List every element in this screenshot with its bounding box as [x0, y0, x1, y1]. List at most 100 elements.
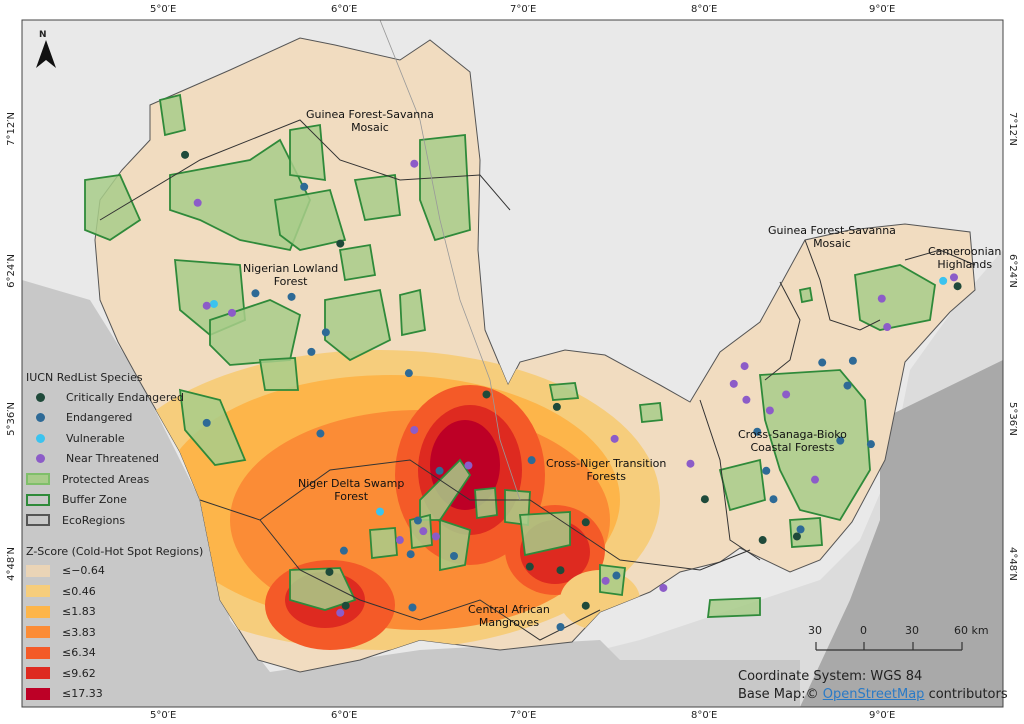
species-point-critically-endangered[interactable]: [700, 495, 709, 504]
zscore-swatch-icon: [26, 646, 50, 659]
species-point-critically-endangered[interactable]: [525, 562, 534, 571]
species-point-near-threatened[interactable]: [765, 406, 774, 415]
legend-label: ≤9.62: [62, 666, 96, 680]
species-point-near-threatened[interactable]: [949, 273, 958, 282]
legend-item-zscore: ≤0.46: [26, 581, 203, 602]
species-point-near-threatened[interactable]: [883, 323, 892, 332]
species-point-endangered[interactable]: [527, 456, 536, 465]
legend-label: Endangered: [66, 411, 133, 425]
species-point-near-threatened[interactable]: [610, 434, 619, 443]
species-point-critically-endangered[interactable]: [181, 150, 190, 159]
species-point-critically-endangered[interactable]: [758, 536, 767, 545]
species-point-endangered[interactable]: [406, 550, 415, 559]
legend-label: Near Threatened: [66, 452, 160, 466]
species-point-near-threatened[interactable]: [431, 532, 440, 541]
species-point-near-threatened[interactable]: [877, 294, 886, 303]
north-arrow: [36, 40, 56, 68]
scalebar-tick-label: 30: [808, 624, 822, 637]
legend-item-zscore: ≤1.83: [26, 602, 203, 623]
species-point-endangered[interactable]: [612, 571, 621, 580]
openstreetmap-link[interactable]: OpenStreetMap: [822, 687, 925, 702]
zscore-swatch-icon: [26, 564, 50, 577]
species-point-critically-endangered[interactable]: [325, 567, 334, 576]
species-point-critically-endangered[interactable]: [953, 282, 962, 291]
legend-item-zscore: ≤6.34: [26, 643, 203, 664]
legend-item-species: Critically Endangered: [26, 387, 203, 408]
species-point-critically-endangered[interactable]: [792, 532, 801, 541]
species-point-near-threatened[interactable]: [601, 576, 610, 585]
species-point-critically-endangered[interactable]: [552, 402, 561, 411]
legend-item-zscore: ≤17.33: [26, 684, 203, 705]
species-point-near-threatened[interactable]: [227, 308, 236, 317]
dark-coastal-land: [800, 360, 1003, 707]
lon-label-top: 6°0′E: [331, 4, 358, 15]
species-point-endangered[interactable]: [848, 356, 857, 365]
species-point-endangered[interactable]: [316, 429, 325, 438]
species-point-near-threatened[interactable]: [740, 362, 749, 371]
species-point-critically-endangered[interactable]: [336, 239, 345, 248]
species-point-endangered[interactable]: [866, 440, 875, 449]
species-legend-title: IUCN RedList Species: [26, 371, 143, 384]
species-point-endangered[interactable]: [413, 516, 422, 525]
layer-swatch-icon: [26, 473, 50, 486]
species-point-near-threatened[interactable]: [336, 608, 345, 617]
species-point-near-threatened[interactable]: [410, 425, 419, 434]
species-point-near-threatened[interactable]: [193, 198, 202, 207]
species-point-endangered[interactable]: [836, 436, 845, 445]
lat-label-left: 7°12′N: [6, 112, 17, 146]
species-point-near-threatened[interactable]: [419, 527, 428, 536]
species-point-vulnerable[interactable]: [375, 507, 384, 516]
species-point-vulnerable[interactable]: [939, 276, 948, 285]
legend-label: EcoRegions: [62, 513, 126, 527]
species-point-endangered[interactable]: [843, 381, 852, 390]
species-point-endangered[interactable]: [753, 427, 762, 436]
species-point-near-threatened[interactable]: [782, 390, 791, 399]
species-point-endangered[interactable]: [762, 466, 771, 475]
lon-label-bottom: 8°0′E: [691, 710, 718, 721]
species-point-endangered[interactable]: [769, 495, 778, 504]
basemap-prefix: Base Map:©: [738, 687, 819, 702]
species-point-near-threatened[interactable]: [464, 461, 473, 470]
species-point-near-threatened[interactable]: [202, 301, 211, 310]
species-point-endangered[interactable]: [300, 182, 309, 191]
legend-label: ≤3.83: [62, 625, 96, 639]
species-point-endangered[interactable]: [287, 292, 296, 301]
legend-item-layer: EcoRegions: [26, 510, 203, 531]
river: [379, 19, 521, 501]
species-point-endangered[interactable]: [321, 328, 330, 337]
scalebar: [815, 642, 963, 651]
species-point-near-threatened[interactable]: [686, 459, 695, 468]
species-point-endangered[interactable]: [796, 525, 805, 534]
species-point-near-threatened[interactable]: [810, 475, 819, 484]
species-point-endangered[interactable]: [202, 418, 211, 427]
lon-label-bottom: 9°0′E: [869, 710, 896, 721]
lon-label-top: 8°0′E: [691, 4, 718, 15]
legend: IUCN RedList Species Critically Endanger…: [26, 371, 203, 704]
species-point-endangered[interactable]: [818, 358, 827, 367]
species-point-near-threatened[interactable]: [742, 395, 751, 404]
map-credits: Coordinate System: WGS 84 Base Map:© Ope…: [738, 668, 1008, 704]
legend-label: ≤1.83: [62, 605, 96, 619]
species-point-endangered[interactable]: [556, 623, 565, 631]
protected-areas: [84, 93, 936, 618]
species-point-endangered[interactable]: [404, 369, 413, 378]
species-point-near-threatened[interactable]: [410, 159, 419, 168]
species-point-near-threatened[interactable]: [729, 379, 738, 388]
species-point-near-threatened[interactable]: [395, 536, 404, 545]
species-point-critically-endangered[interactable]: [341, 601, 350, 610]
species-point-critically-endangered[interactable]: [581, 518, 590, 527]
species-point-endangered[interactable]: [408, 603, 417, 612]
species-point-vulnerable[interactable]: [209, 299, 218, 308]
species-point-critically-endangered[interactable]: [482, 390, 491, 399]
species-point-critically-endangered[interactable]: [556, 566, 565, 575]
species-point-endangered[interactable]: [435, 466, 444, 475]
species-point-endangered[interactable]: [449, 552, 458, 560]
legend-label: ≤17.33: [62, 687, 103, 701]
species-point-endangered[interactable]: [339, 546, 348, 555]
species-point-endangered[interactable]: [251, 289, 260, 298]
species-point-near-threatened[interactable]: [659, 583, 668, 592]
species-point-endangered[interactable]: [307, 347, 316, 356]
species-point-critically-endangered[interactable]: [581, 601, 590, 610]
lat-label-right: 4°48′N: [1007, 547, 1018, 581]
